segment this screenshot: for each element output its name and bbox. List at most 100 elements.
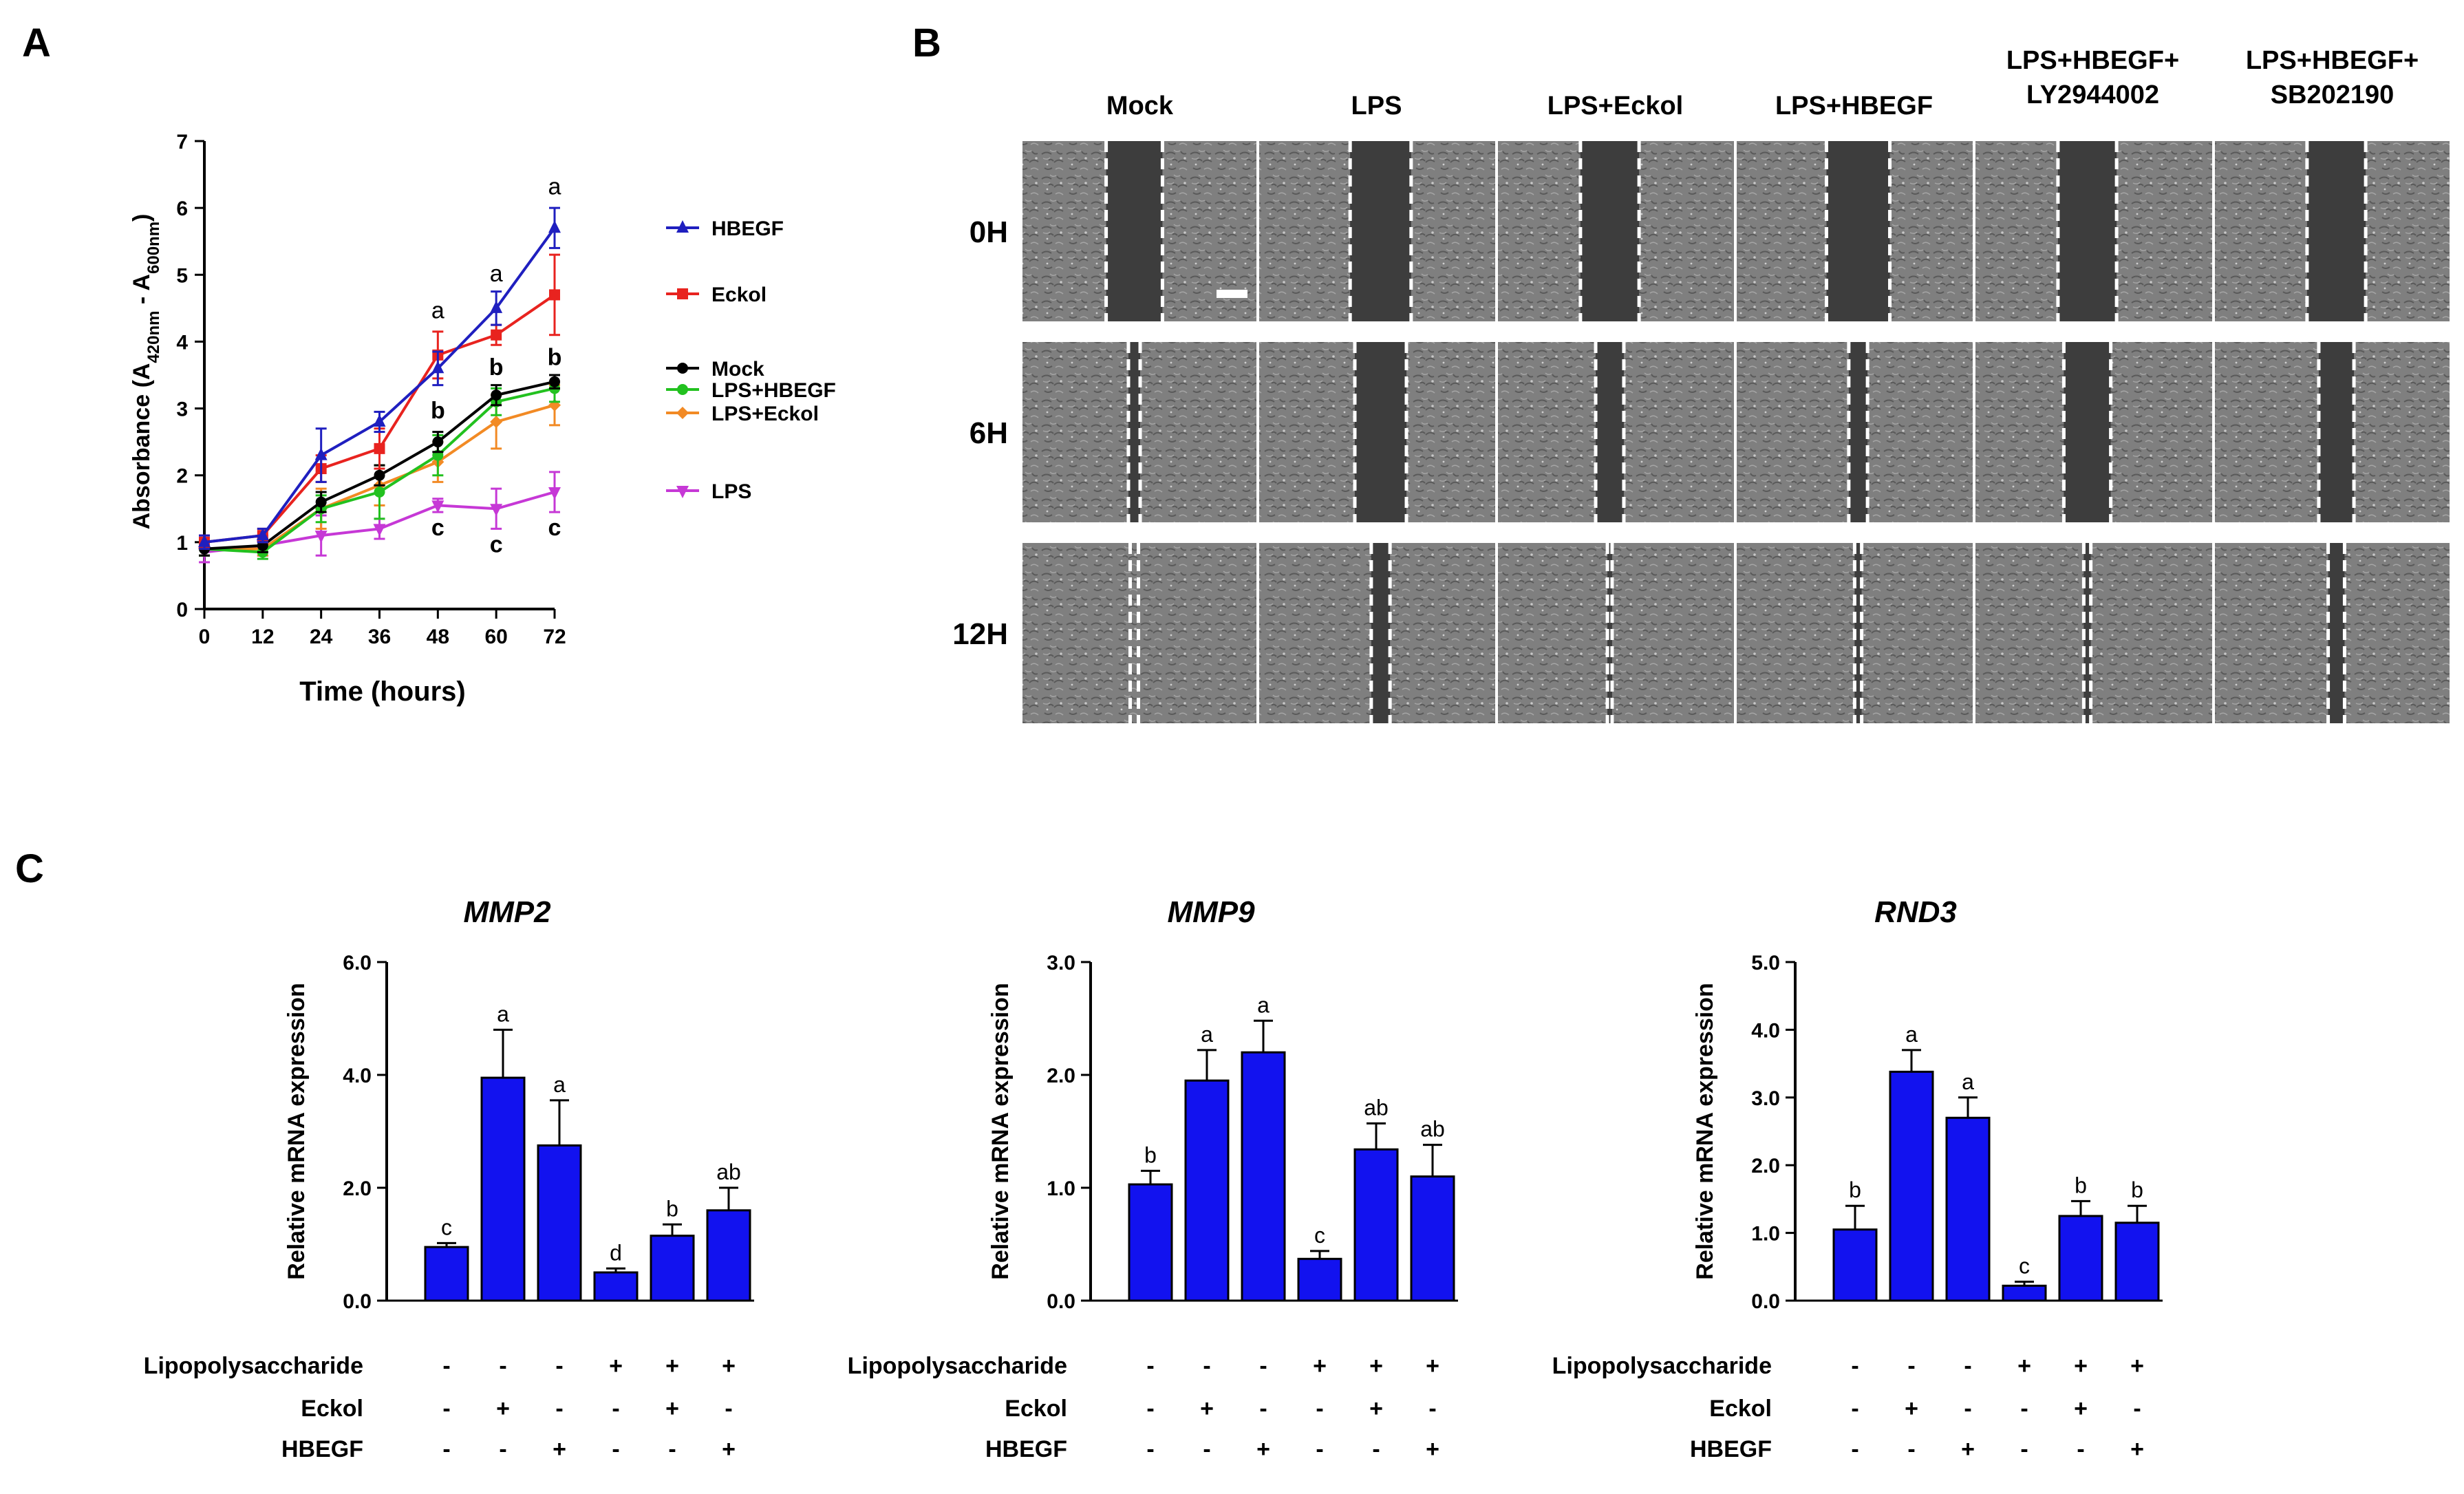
- mmp2-y-tick-label: 4.0: [343, 1065, 372, 1087]
- significance-letter: c: [490, 531, 503, 557]
- y-tick-label: 2: [176, 465, 188, 488]
- significance-letter: b: [431, 398, 445, 424]
- treatment-sign: -: [1203, 1436, 1210, 1462]
- treatment-sign: +: [1369, 1353, 1383, 1379]
- mmp9-bar: [1128, 1183, 1173, 1302]
- legend-label-mock: Mock: [711, 358, 764, 381]
- legend-label-eckol: Eckol: [711, 284, 767, 306]
- treatment-sign: +: [1313, 1353, 1327, 1379]
- column-header: LPS+HBEGF+: [2246, 46, 2419, 75]
- treatment-row-label: Eckol: [1709, 1396, 1772, 1422]
- treatment-sign: -: [668, 1436, 676, 1462]
- rnd3-bar: [2114, 1221, 2160, 1302]
- wound-gap: [2306, 141, 2366, 321]
- data-point-mock: [432, 436, 444, 448]
- treatment-sign: -: [2077, 1436, 2084, 1462]
- treatment-sign: -: [499, 1436, 506, 1462]
- legend-label-lps-hbegf: LPS+HBEGF: [711, 379, 836, 402]
- legend-marker-lps: [676, 486, 689, 498]
- wound-gap: [1596, 342, 1624, 522]
- x-tick-label: 72: [543, 626, 566, 648]
- mmp9-bar: [1241, 1051, 1286, 1302]
- treatment-sign: -: [1964, 1396, 1971, 1422]
- x-tick-label: 60: [484, 626, 507, 648]
- rnd3-y-tick-label: 1.0: [1751, 1223, 1780, 1246]
- mmp2-y-tick-label: 2.0: [343, 1177, 372, 1200]
- significance-letter: a: [490, 261, 503, 287]
- rnd3-bar: [1945, 1116, 1991, 1302]
- treatment-sign: +: [1905, 1396, 1918, 1422]
- mmp9-bar: [1184, 1079, 1230, 1302]
- mmp9-y-tick-label: 2.0: [1047, 1065, 1075, 1087]
- wound-gap: [1848, 342, 1868, 522]
- treatment-sign: -: [1316, 1396, 1323, 1422]
- x-tick-label: 48: [427, 626, 449, 648]
- rnd3-significance-letter: b: [2131, 1177, 2143, 1202]
- mmp2-significance-letter: b: [666, 1196, 678, 1221]
- treatment-sign: +: [2130, 1436, 2144, 1462]
- data-point-eckol: [549, 289, 560, 301]
- rnd3-significance-letter: a: [1962, 1069, 1974, 1094]
- treatment-row-label: HBEGF: [985, 1436, 1067, 1462]
- treatment-sign: -: [612, 1396, 619, 1422]
- treatment-sign: +: [2074, 1396, 2088, 1422]
- wound-gap: [2083, 543, 2091, 723]
- significance-letter: b: [548, 344, 562, 370]
- treatment-sign: -: [2133, 1396, 2141, 1422]
- treatment-sign: -: [1851, 1436, 1858, 1462]
- panel-label-c: C: [15, 846, 44, 891]
- wound-gap: [2064, 342, 2111, 522]
- mmp9-y-axis-label: Relative mRNA expression: [987, 983, 1014, 1279]
- data-point-hbegf: [431, 361, 444, 374]
- treatment-sign: +: [2017, 1353, 2031, 1379]
- legend-marker-hbegf: [676, 220, 689, 233]
- rnd3-y-tick-label: 2.0: [1751, 1155, 1780, 1177]
- rnd3-significance-letter: b: [2075, 1173, 2087, 1197]
- y-tick-label: 5: [176, 264, 188, 287]
- mmp9-y-tick-label: 1.0: [1047, 1177, 1075, 1200]
- treatment-sign: -: [442, 1353, 450, 1379]
- x-tick-label: 0: [199, 626, 211, 648]
- significance-letter: b: [489, 354, 504, 381]
- wound-gap: [2057, 141, 2117, 321]
- treatment-sign: -: [1851, 1396, 1858, 1422]
- wound-gap: [1106, 141, 1163, 321]
- mmp2-y-tick-label: 6.0: [343, 952, 372, 974]
- scale-bar: [1217, 290, 1247, 298]
- treatment-sign: +: [2074, 1353, 2088, 1379]
- treatment-sign: -: [1907, 1436, 1915, 1462]
- treatment-sign: -: [1146, 1436, 1154, 1462]
- legend-marker-lps-hbegf: [677, 384, 688, 395]
- y-tick-label: 3: [176, 398, 188, 421]
- data-point-mock: [315, 496, 327, 508]
- treatment-sign: -: [1372, 1436, 1380, 1462]
- data-point-lps-eckol: [490, 416, 503, 428]
- y-tick-label: 1: [176, 532, 188, 555]
- treatment-row-label: Lipopolysaccharide: [1552, 1353, 1772, 1379]
- treatment-sign: -: [725, 1396, 732, 1422]
- data-point-eckol: [374, 442, 385, 454]
- time-row-label: 0H: [969, 215, 1008, 249]
- mmp9-bar-chart: MMP9 Relative mRNA expression 0.0 1.0 2.0 3.0…: [848, 895, 1458, 1462]
- y-tick-label: 7: [176, 131, 188, 153]
- legend-label-lps: LPS: [711, 480, 751, 503]
- data-point-hbegf: [548, 220, 561, 233]
- treatment-sign: +: [665, 1353, 679, 1379]
- mmp2-y-axis-label: Relative mRNA expression: [283, 983, 310, 1279]
- column-header: SB202190: [2271, 81, 2395, 109]
- mmp2-y-tick-label: 0.0: [343, 1290, 372, 1313]
- treatment-sign: -: [1428, 1396, 1436, 1422]
- data-point-hbegf: [373, 414, 386, 427]
- y-tick-label: 4: [176, 331, 188, 354]
- data-point-eckol: [491, 329, 502, 341]
- mmp2-significance-letter: a: [553, 1072, 566, 1097]
- mmp2-significance-letter: d: [610, 1240, 622, 1265]
- y-tick-label: 0: [176, 599, 188, 621]
- treatment-sign: -: [1203, 1353, 1210, 1379]
- wound-gap: [1854, 543, 1862, 723]
- wound-gap: [2328, 543, 2345, 723]
- treatment-sign: -: [499, 1353, 506, 1379]
- rnd3-bar: [1832, 1228, 1878, 1302]
- treatment-sign: -: [1964, 1353, 1971, 1379]
- legend-marker-eckol: [677, 288, 688, 299]
